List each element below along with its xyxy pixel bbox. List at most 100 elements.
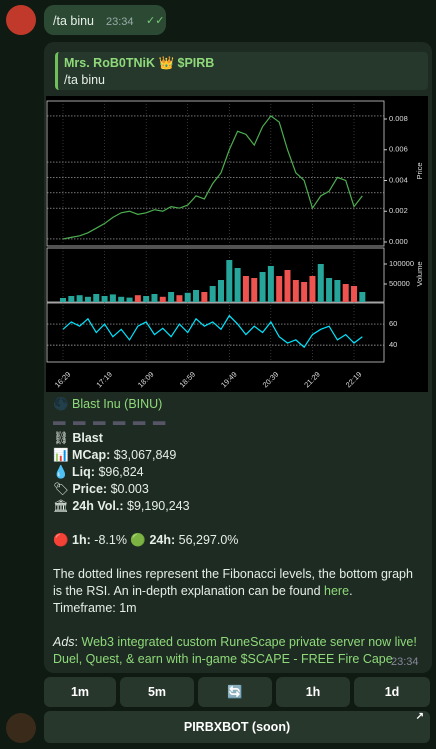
stat-label: MCap:: [72, 448, 111, 462]
volume-bar: [342, 284, 349, 302]
volume-bar: [184, 292, 191, 302]
volume-bar: [193, 290, 200, 302]
x-tick-label: 22:19: [344, 370, 364, 390]
time: 23:34: [106, 16, 134, 28]
y2-tick-label: 50000: [389, 279, 410, 288]
ads-label: Ads: [53, 635, 75, 649]
volume-bar: [201, 292, 208, 302]
volume-bar: [217, 280, 224, 302]
changes: 🔴 1h: -8.1% 🟢 24h: 56,297.0%: [53, 533, 239, 547]
stat-value: $3,067,849: [113, 448, 177, 462]
stat-value: $9,190,243: [127, 499, 190, 513]
user-bubble: /ta binu 23:34 ✓✓: [44, 5, 166, 35]
y-tick-label: 0.004: [389, 175, 408, 184]
volume-bar: [209, 286, 216, 302]
volume-bar: [359, 292, 366, 302]
volume-bar: [168, 292, 175, 302]
label: 1h:: [72, 533, 91, 547]
volume-bar: [76, 295, 83, 302]
volume-bar: [93, 294, 100, 302]
avatar[interactable]: [6, 5, 36, 35]
quote-author: Mrs. RoB0TNiK 👑 $PIRB: [64, 56, 215, 70]
volume-bar: [284, 270, 291, 302]
volume-bar: [109, 294, 116, 302]
button[interactable]: 1h: [276, 677, 350, 707]
button[interactable]: 1d: [354, 677, 430, 707]
ads: Ads: Web3 integrated custom RuneScape pr…: [53, 635, 417, 666]
volume-bar: [242, 276, 249, 302]
chain: ⛓ Blast: [53, 431, 103, 445]
volume-bar: [251, 278, 258, 302]
time: 23:34: [391, 656, 419, 668]
reply-quote[interactable]: Mrs. RoB0TNiK 👑 $PIRB /ta binu: [55, 52, 428, 90]
label: 24h:: [149, 533, 176, 547]
token: 🌑 Blast Inu (BINU): [53, 397, 163, 411]
wide-button[interactable]: PIRBXBOT (soon) ↗: [44, 711, 430, 743]
volume-bar: [276, 276, 283, 302]
volume-bar: [118, 296, 125, 302]
y-tick-label: 0.002: [389, 206, 408, 215]
volume-bar: [309, 276, 316, 302]
stat-value: $96,824: [98, 465, 144, 479]
volume-bar: [267, 266, 274, 302]
link[interactable]: here: [324, 584, 350, 598]
x-tick-label: 17:19: [94, 370, 114, 390]
y-tick-label: 0.006: [389, 145, 408, 154]
stat-value: $0.003: [110, 482, 149, 496]
button[interactable]: 🔄: [198, 677, 272, 707]
price-line: [62, 115, 363, 240]
volume-bar: [151, 294, 158, 302]
volume-bar: [226, 260, 233, 302]
x-tick-label: 19:49: [219, 370, 239, 390]
button[interactable]: 1m: [44, 677, 116, 707]
chart: Price Volume 0.000 0.002 0.004 0.006 0.008 50…: [46, 96, 428, 392]
chain-name: Blast: [72, 431, 103, 445]
y-tick-label: 0.008: [389, 114, 408, 123]
volume-bar: [317, 264, 324, 302]
volume-bar: [143, 296, 150, 302]
button[interactable]: 5m: [120, 677, 194, 707]
stat: 📊 MCap: $3,067,849: [53, 448, 177, 462]
volume-bar: [259, 272, 266, 302]
volume-bar: [84, 296, 91, 302]
token-name: Blast Inu (BINU): [72, 397, 163, 411]
stat-label: 24h Vol.:: [72, 499, 124, 513]
rsi-tick-label: 60: [389, 319, 397, 328]
stat: 🏷 Price: $0.003: [53, 482, 149, 496]
bot-text: 🌑 Blast Inu (BINU) ▬ ▬ ▬ ▬ ▬ ▬ ⛓ Blast 📊…: [53, 396, 425, 668]
x-tick-label: 20:39: [261, 370, 281, 390]
bot-avatar[interactable]: [6, 713, 36, 743]
read-check: ✓✓: [146, 15, 165, 27]
volume-bar: [234, 268, 241, 302]
volume-bar: [176, 295, 183, 302]
volume-bar: [60, 298, 66, 302]
volume-bar: [101, 296, 108, 302]
value: -8.1%: [94, 533, 127, 547]
y-tick-label: 0.000: [389, 237, 408, 246]
volume-bar: [126, 297, 133, 302]
volume-bar: [292, 280, 299, 302]
timeframe: Timeframe: 1m: [53, 601, 137, 615]
volume-bar: [134, 295, 141, 302]
rsi-line: [62, 314, 363, 349]
rsi-tick-label: 40: [389, 340, 397, 349]
stat: 🏛 24h Vol.: $9,190,243: [53, 499, 190, 513]
y-label: Price: [415, 162, 424, 179]
ads-text[interactable]: Web3 integrated custom RuneScape private…: [53, 635, 417, 666]
volume-bar: [326, 278, 333, 302]
stat-label: Price:: [72, 482, 108, 496]
divider: ▬ ▬ ▬ ▬ ▬ ▬: [53, 414, 168, 428]
y2-label: Volume: [415, 261, 424, 286]
y2-tick-label: 100000: [389, 259, 414, 268]
panel-frame: [46, 100, 385, 247]
volume-bar: [351, 286, 358, 302]
x-tick-label: 21:29: [302, 370, 322, 390]
x-tick-label: 18:09: [136, 370, 156, 390]
text: .: [349, 584, 353, 598]
volume-bar: [334, 280, 341, 302]
panel-frame: [46, 302, 385, 363]
volume-bar: [159, 296, 166, 302]
button-label: PIRBXBOT (soon): [183, 720, 291, 734]
text: The dotted lines represent the Fibonacci…: [53, 567, 413, 598]
